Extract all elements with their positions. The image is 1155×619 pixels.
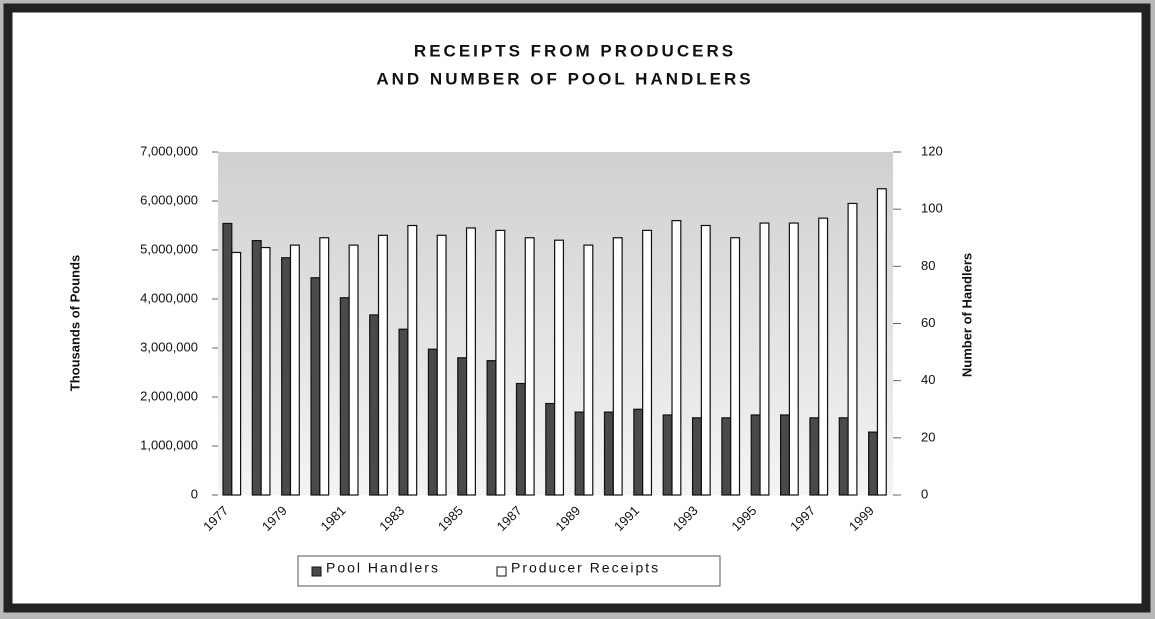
bar (231, 251, 242, 496)
y-tick-label: 4,000,000 (140, 290, 198, 305)
bar (427, 348, 438, 496)
bar (289, 244, 300, 496)
chart-title: AND NUMBER OF POOL HANDLERS (376, 69, 753, 88)
bar (465, 227, 476, 496)
bar (457, 357, 468, 496)
bar (603, 411, 614, 496)
bar (524, 237, 535, 496)
bar (662, 414, 673, 496)
y-tick-label: 1,000,000 (140, 437, 198, 452)
y-tick-label: 6,000,000 (140, 192, 198, 207)
bar (779, 414, 791, 496)
bar (545, 402, 556, 496)
bar (348, 244, 359, 496)
y-tick-label: 5,000,000 (140, 241, 198, 256)
bar (809, 417, 820, 496)
bar (583, 244, 594, 496)
bar (407, 224, 418, 496)
y-tick-label: 3,000,000 (140, 339, 198, 354)
bar (515, 382, 526, 496)
bar (818, 217, 829, 496)
bar (495, 229, 506, 496)
y-tick-label: 7,000,000 (140, 143, 198, 158)
bar (868, 431, 879, 496)
bar (281, 257, 292, 496)
legend-label: Pool Handlers (326, 560, 440, 576)
bar (633, 408, 644, 496)
bar (319, 237, 330, 496)
bar (721, 417, 732, 496)
legend-label: Producer Receipts (511, 560, 660, 576)
bar (554, 239, 565, 496)
y-tick-label: 0 (191, 486, 198, 501)
y2-tick-label: 60 (921, 315, 935, 330)
bar (251, 240, 262, 496)
bar (730, 237, 741, 496)
bar (377, 234, 388, 496)
chart-title: RECEIPTS FROM PRODUCERS (414, 41, 736, 60)
bar (398, 328, 409, 496)
bar (260, 246, 271, 496)
y2-axis-title: Number of Handlers (959, 253, 974, 377)
bar (876, 188, 887, 496)
bar (671, 220, 682, 496)
legend-swatch (496, 566, 507, 577)
bar (339, 297, 350, 496)
y2-tick-label: 100 (921, 201, 943, 216)
y-tick-label: 2,000,000 (140, 388, 198, 403)
bar (847, 202, 858, 496)
legend (297, 555, 721, 587)
bar (788, 222, 799, 496)
y2-tick-label: 120 (921, 143, 943, 158)
bar (691, 417, 702, 496)
bar (838, 417, 849, 496)
bar (612, 237, 623, 496)
bar (700, 224, 711, 496)
bar (642, 229, 653, 496)
y2-tick-label: 80 (921, 258, 935, 273)
legend-swatch (311, 566, 322, 577)
bar (436, 234, 447, 496)
y-axis-title: Thousands of Pounds (67, 255, 82, 392)
bar (759, 222, 770, 496)
bar (310, 277, 321, 496)
bar (222, 222, 233, 496)
y2-tick-label: 0 (921, 486, 928, 501)
bar (486, 360, 497, 496)
bar (369, 314, 380, 496)
bar (574, 411, 585, 496)
y2-tick-label: 40 (921, 372, 935, 387)
bar (750, 414, 761, 496)
y2-tick-label: 20 (921, 429, 935, 444)
